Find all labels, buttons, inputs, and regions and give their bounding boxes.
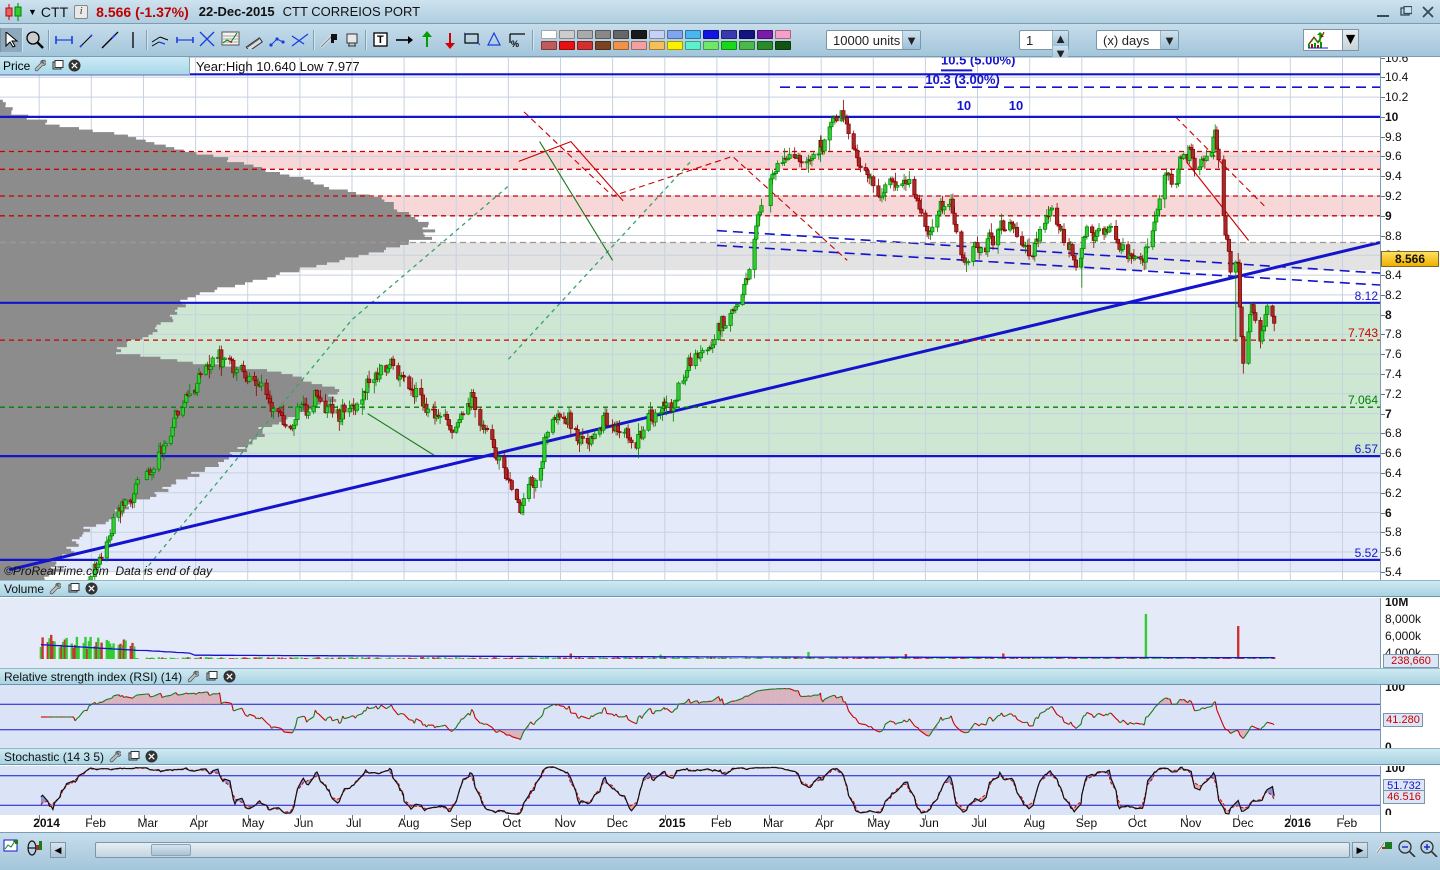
svg-text:10: 10 — [1009, 98, 1023, 113]
svg-text:%: % — [511, 39, 519, 48]
svg-text:5.52: 5.52 — [1355, 546, 1379, 560]
svg-text:8.12: 8.12 — [1355, 289, 1379, 303]
svg-text:10.5 (5.00%): 10.5 (5.00%) — [941, 57, 1015, 67]
svg-text:7.064: 7.064 — [1348, 393, 1378, 407]
svg-text:7.743: 7.743 — [1348, 326, 1378, 340]
svg-text:10: 10 — [957, 98, 971, 113]
svg-text:6.57: 6.57 — [1355, 442, 1379, 456]
svg-text:T: T — [377, 34, 384, 46]
svg-text:10.3 (3.00%): 10.3 (3.00%) — [925, 72, 999, 87]
